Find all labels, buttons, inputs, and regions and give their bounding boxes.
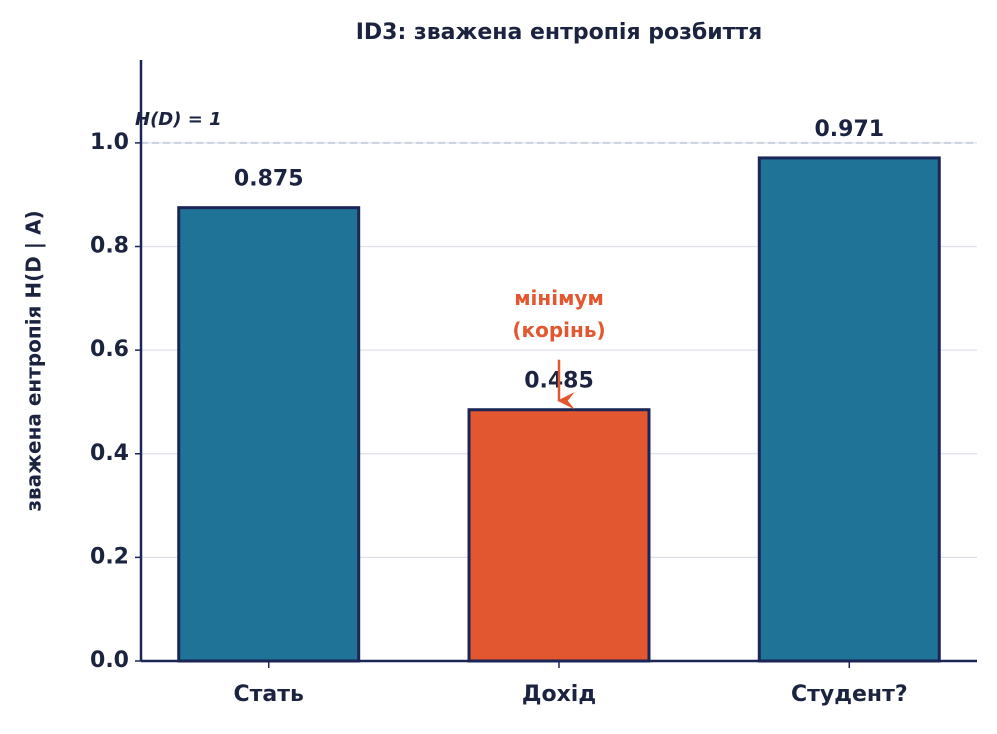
y-tick-label: 0.2 — [90, 544, 129, 569]
y-axis-label: зважена ентропія H(D | A) — [22, 210, 46, 511]
chart-title: ID3: зважена ентропія розбиття — [356, 20, 763, 45]
y-tick-label: 0.0 — [90, 648, 129, 673]
value-label: 0.875 — [234, 167, 304, 192]
x-tick-label: Студент? — [791, 682, 908, 707]
reference-label: H(D) = 1 — [135, 109, 222, 130]
value-label: 0.971 — [814, 117, 884, 142]
y-tick-label: 1.0 — [90, 130, 129, 155]
bar — [177, 206, 361, 663]
y-tick-label: 0.8 — [90, 234, 129, 259]
bar — [757, 156, 941, 663]
x-tick-label: Стать — [234, 682, 304, 707]
bar — [467, 408, 651, 663]
annotation-text: мінімум — [514, 286, 604, 310]
x-tick-label: Дохід — [522, 682, 596, 707]
y-tick-label: 0.4 — [90, 441, 129, 466]
y-tick-label: 0.6 — [90, 337, 129, 362]
annotation-text: (корінь) — [512, 318, 605, 342]
